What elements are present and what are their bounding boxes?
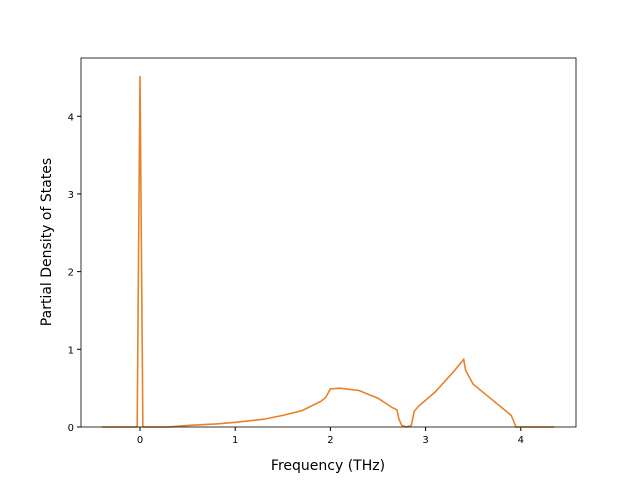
y-tick-label: 3	[68, 190, 74, 201]
x-tick-label: 1	[232, 435, 238, 446]
y-tick-label: 2	[68, 268, 74, 279]
x-tick-label: 0	[137, 435, 143, 446]
y-axis-label: Partial Density of States	[39, 158, 55, 326]
y-tick-label: 4	[68, 112, 74, 123]
y-tick-label: 1	[68, 345, 74, 356]
x-tick-label: 4	[518, 435, 524, 446]
plot-frame	[80, 57, 577, 428]
y-tick-label: 0	[68, 423, 74, 434]
x-tick-label: 3	[422, 435, 428, 446]
x-tick-label: 2	[327, 435, 333, 446]
series-line	[101, 75, 555, 428]
x-axis-label: Frequency (THz)	[271, 458, 385, 474]
